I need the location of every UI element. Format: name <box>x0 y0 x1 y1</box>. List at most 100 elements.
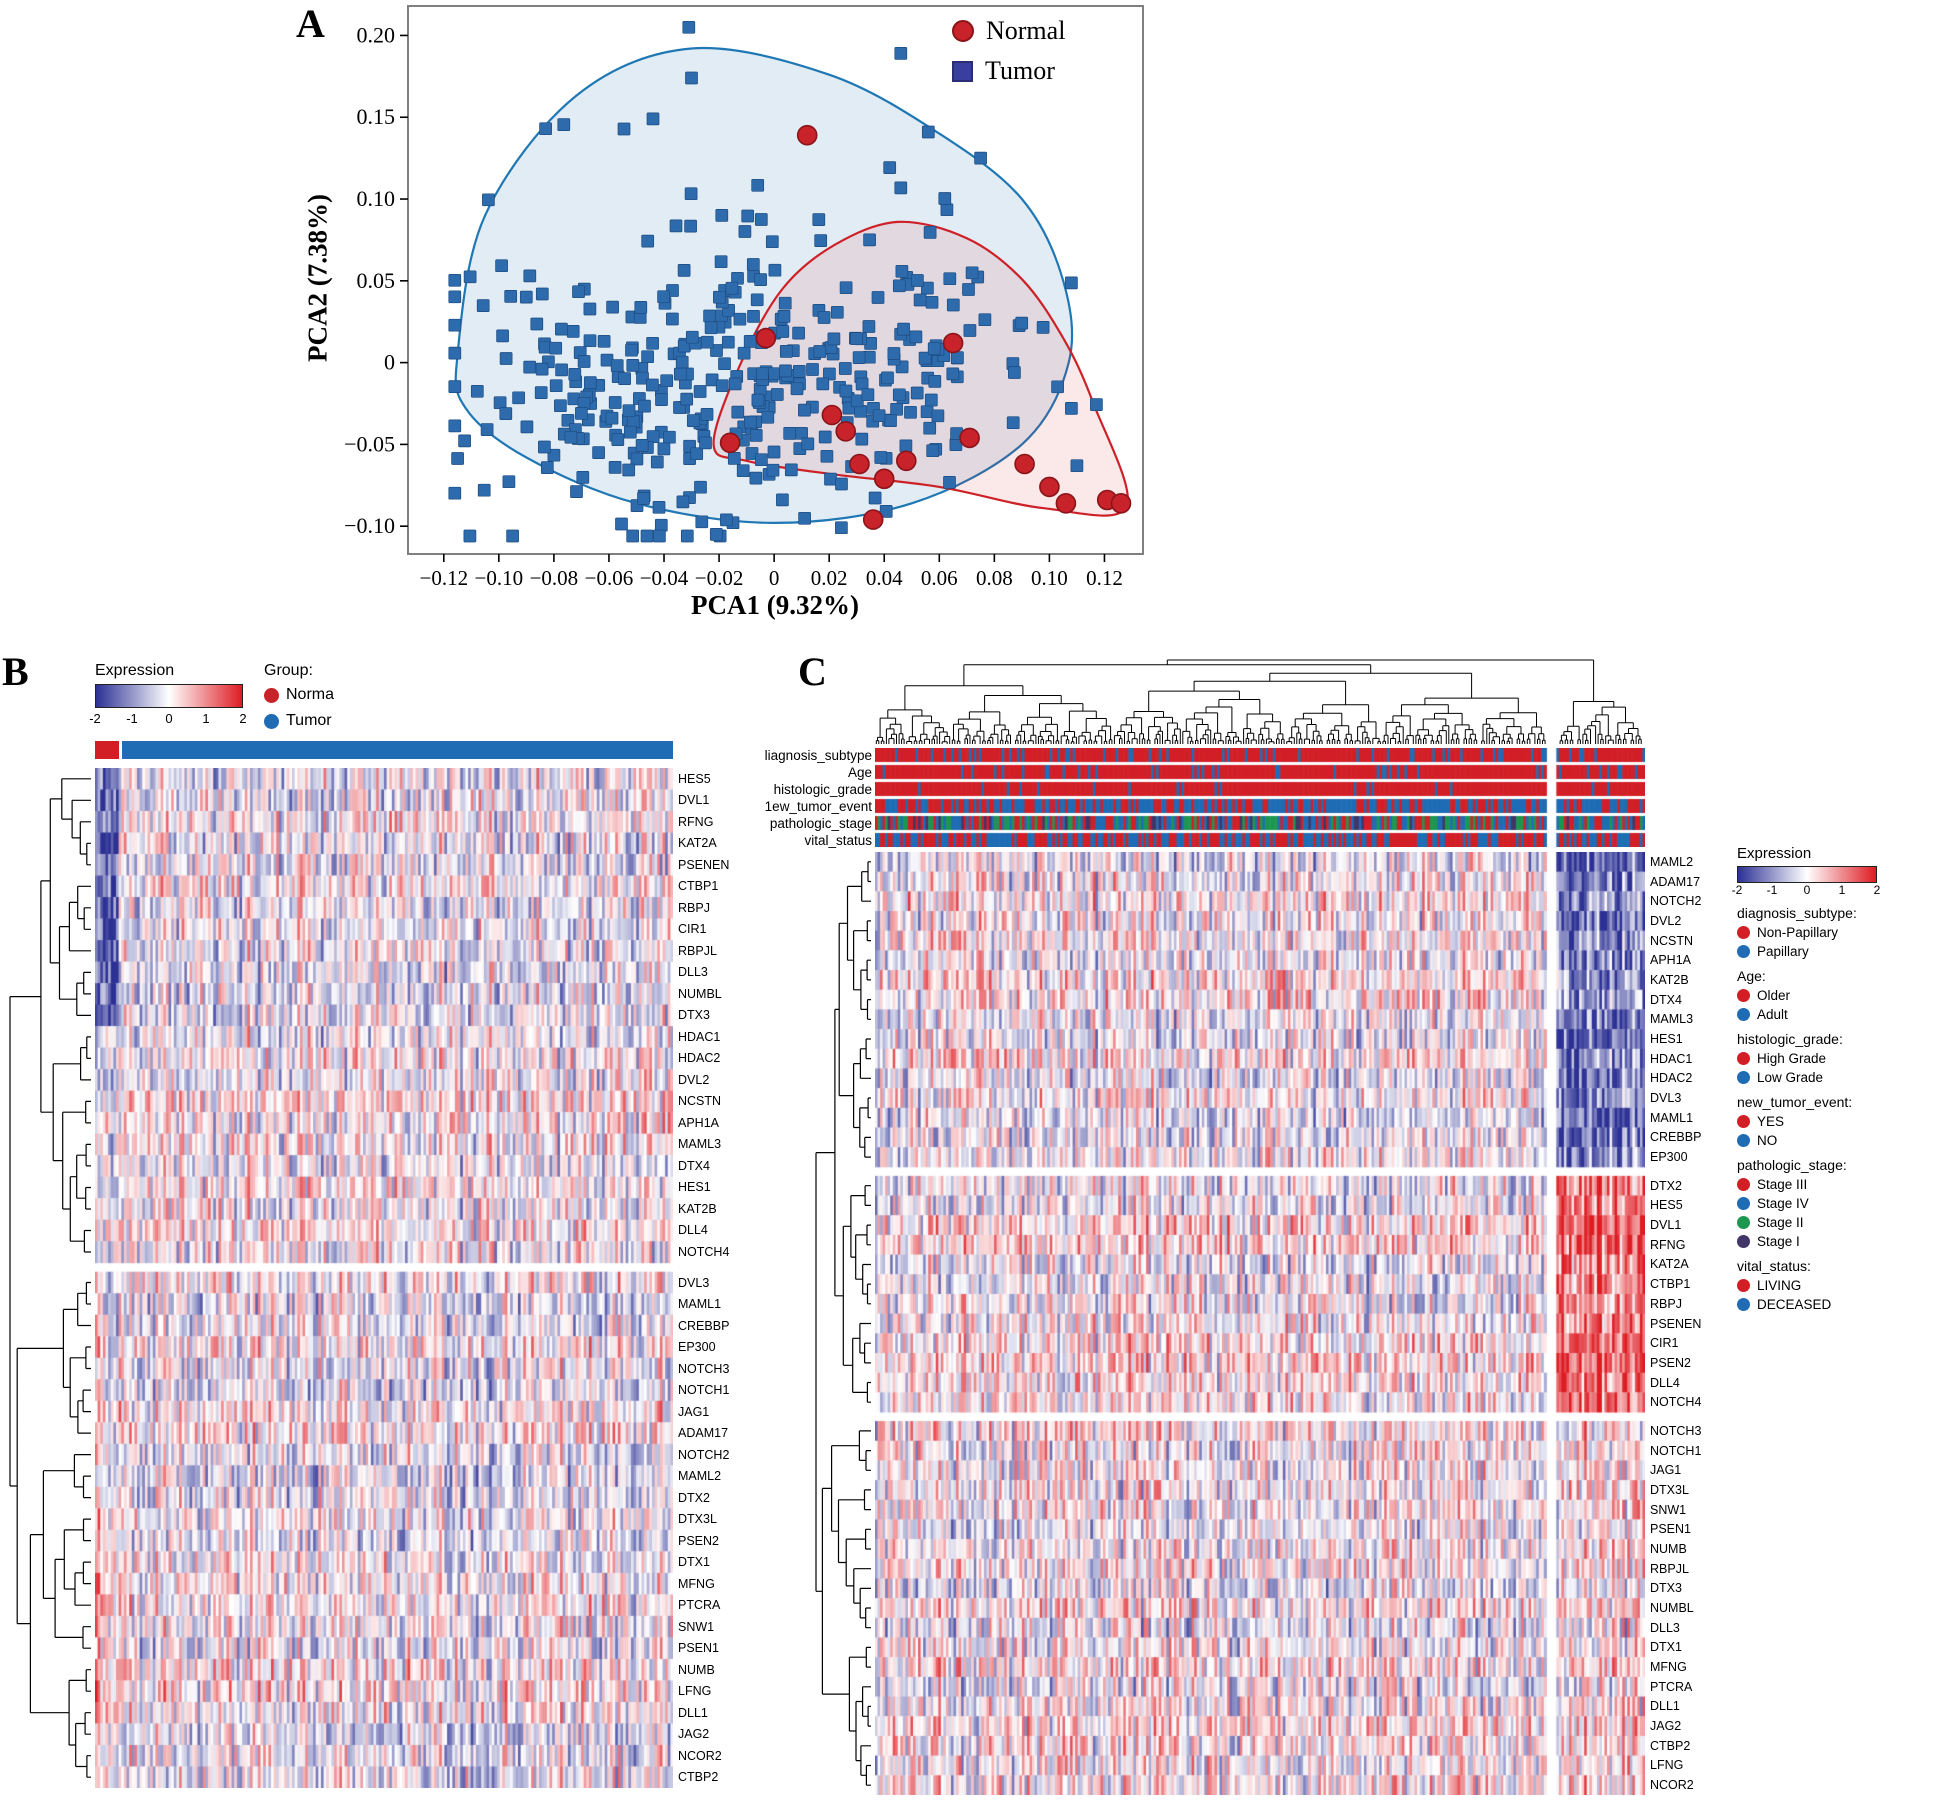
legend-item: Adult <box>1737 1005 1932 1024</box>
gene-label: JAG1 <box>678 1404 710 1419</box>
gene-label: HES1 <box>678 1180 711 1195</box>
annotation-row-label: 1ew_tumor_event <box>764 799 872 814</box>
gene-label: HDAC2 <box>678 1051 721 1066</box>
legend-dot-icon <box>264 687 279 703</box>
gene-label: PSENEN <box>678 857 730 872</box>
group-annotation-bar <box>95 741 673 759</box>
legend-dot-icon <box>1737 1178 1750 1191</box>
gene-labels-c: MAML2 ADAM17 NOTCH2 DVL2 NCSTN APH1A KAT2B DTX4… <box>1650 852 1740 1795</box>
pca-scatter-plot: −0.12 −0.10 −0.08 −0.06 −0.04 −0.02 0 0.02 0.04 0… <box>344 5 1144 590</box>
gene-label: SNW1 <box>1650 1502 1687 1517</box>
gene-label: DTX2 <box>1650 1178 1682 1193</box>
gene-label: RFNG <box>678 814 714 829</box>
gene-label: MFNG <box>1650 1660 1687 1675</box>
gene-label: DTX3 <box>1650 1581 1682 1596</box>
legend-group-title: new_tumor_event: <box>1737 1094 1853 1110</box>
legend-item-label: YES <box>1757 1114 1785 1129</box>
gene-label: RBPJL <box>1650 1561 1689 1576</box>
svg-text:0.10: 0.10 <box>357 186 396 211</box>
legend-dot-icon <box>1737 1008 1750 1021</box>
column-dendrogram-c <box>875 659 1642 744</box>
dendrogram-lines <box>875 659 1642 744</box>
legend-item: LIVING <box>1737 1276 1932 1295</box>
legend-item: Papillary <box>1737 942 1932 961</box>
legend-item-label: Stage III <box>1757 1177 1808 1192</box>
gene-label: DTX4 <box>678 1158 710 1173</box>
legend-item-label: NO <box>1757 1133 1778 1148</box>
colorbar-tick-label: -1 <box>126 711 138 726</box>
legend-item-label: Non-Papillary <box>1757 925 1839 940</box>
legend-row-tumor: Tumor <box>952 56 1065 86</box>
gene-label: KAT2A <box>678 836 717 851</box>
gene-label: HES5 <box>678 771 711 786</box>
normal-hull <box>712 220 1129 517</box>
annotation-labels-c: liagnosis_subtype Age histologic_grade 1ew_… <box>560 749 872 849</box>
gene-label: ADAM17 <box>1650 874 1701 889</box>
x-axis-ticks: −0.12 −0.10 −0.08 −0.06 −0.04 −0.02 0 0.02 0.04 0… <box>419 554 1123 590</box>
gene-label: MFNG <box>678 1576 715 1591</box>
gene-label: DLL1 <box>678 1705 708 1720</box>
gene-label: DTX3L <box>678 1512 717 1527</box>
row-dendrogram-c <box>815 861 871 1786</box>
colorbar-tick-label: 2 <box>239 711 247 726</box>
gene-label: NUMB <box>1650 1541 1687 1556</box>
pca1-axis-title: PCA1 (9.32%) <box>691 590 859 620</box>
svg-text:0.10: 0.10 <box>1031 566 1068 590</box>
colorbar-tick-label: 0 <box>165 711 173 726</box>
gene-label: PSEN2 <box>678 1533 719 1548</box>
gene-label: DTX2 <box>678 1490 710 1505</box>
legend-tumor-label: Tumor <box>985 56 1055 85</box>
colorbar-tick-label: -2 <box>89 711 101 726</box>
gene-label: RFNG <box>1650 1237 1686 1252</box>
gene-label: KAT2B <box>678 1201 717 1216</box>
svg-text:0.05: 0.05 <box>357 268 396 293</box>
gene-label: HES1 <box>1650 1031 1683 1046</box>
gene-label: PTCRA <box>678 1598 721 1613</box>
svg-text:−0.12: −0.12 <box>419 566 468 590</box>
legend-item: DECEASED <box>1737 1295 1932 1314</box>
legend-item-label: DECEASED <box>1757 1297 1832 1312</box>
legend-item: Stage I <box>1737 1232 1932 1251</box>
annotation-row-label: liagnosis_subtype <box>764 748 872 763</box>
panel-c-label: C <box>798 649 827 694</box>
gene-label: NOTCH4 <box>678 1244 730 1259</box>
legend-item-label: Low Grade <box>1757 1070 1824 1085</box>
colorbar-tick-label: -1 <box>1766 883 1778 897</box>
legend-dot-icon <box>1737 1216 1750 1229</box>
gene-label: EP300 <box>1650 1150 1688 1165</box>
legend-item-label: Older <box>1757 988 1791 1003</box>
gene-label: DTX3 <box>678 1008 710 1023</box>
legend-item: Low Grade <box>1737 1068 1932 1087</box>
gene-label: NUMBL <box>1650 1601 1694 1616</box>
svg-text:0.08: 0.08 <box>976 566 1013 590</box>
gene-label: DVL1 <box>678 793 710 808</box>
legend-group-title: pathologic_stage: <box>1737 1157 1847 1173</box>
legend-dot-icon <box>1737 945 1750 958</box>
gene-label: MAML1 <box>678 1297 722 1311</box>
legend-dot-icon <box>1737 1071 1750 1084</box>
gene-label: DLL1 <box>1650 1699 1680 1714</box>
gene-label: DLL3 <box>678 965 708 980</box>
gene-label: CTBP2 <box>678 1770 719 1785</box>
gene-label: NCOR2 <box>1650 1778 1694 1793</box>
normal-marker-icon <box>952 20 974 42</box>
annotation-bars-c <box>875 748 1645 847</box>
gene-label: CTBP1 <box>678 879 719 894</box>
svg-text:0.15: 0.15 <box>357 104 396 129</box>
gene-label: MAML2 <box>678 1469 722 1484</box>
gene-label: CIR1 <box>678 922 707 937</box>
gene-label: DTX1 <box>1650 1640 1682 1655</box>
gene-label: NOTCH1 <box>1650 1443 1702 1458</box>
svg-text:−0.05: −0.05 <box>344 431 395 456</box>
gene-label: DVL1 <box>1650 1218 1682 1233</box>
row-dendrogram-b <box>9 778 91 1778</box>
legend-item-label: Stage IV <box>1757 1196 1809 1211</box>
gene-label: DVL3 <box>1650 1091 1682 1105</box>
svg-text:−0.10: −0.10 <box>475 566 524 590</box>
gene-label: CREBBP <box>1650 1130 1702 1145</box>
svg-text:0.06: 0.06 <box>921 566 958 590</box>
gene-label: HES5 <box>1650 1198 1683 1213</box>
gene-label: MAML1 <box>1650 1110 1694 1125</box>
group-legend-items: Norma Tumor <box>264 684 334 732</box>
